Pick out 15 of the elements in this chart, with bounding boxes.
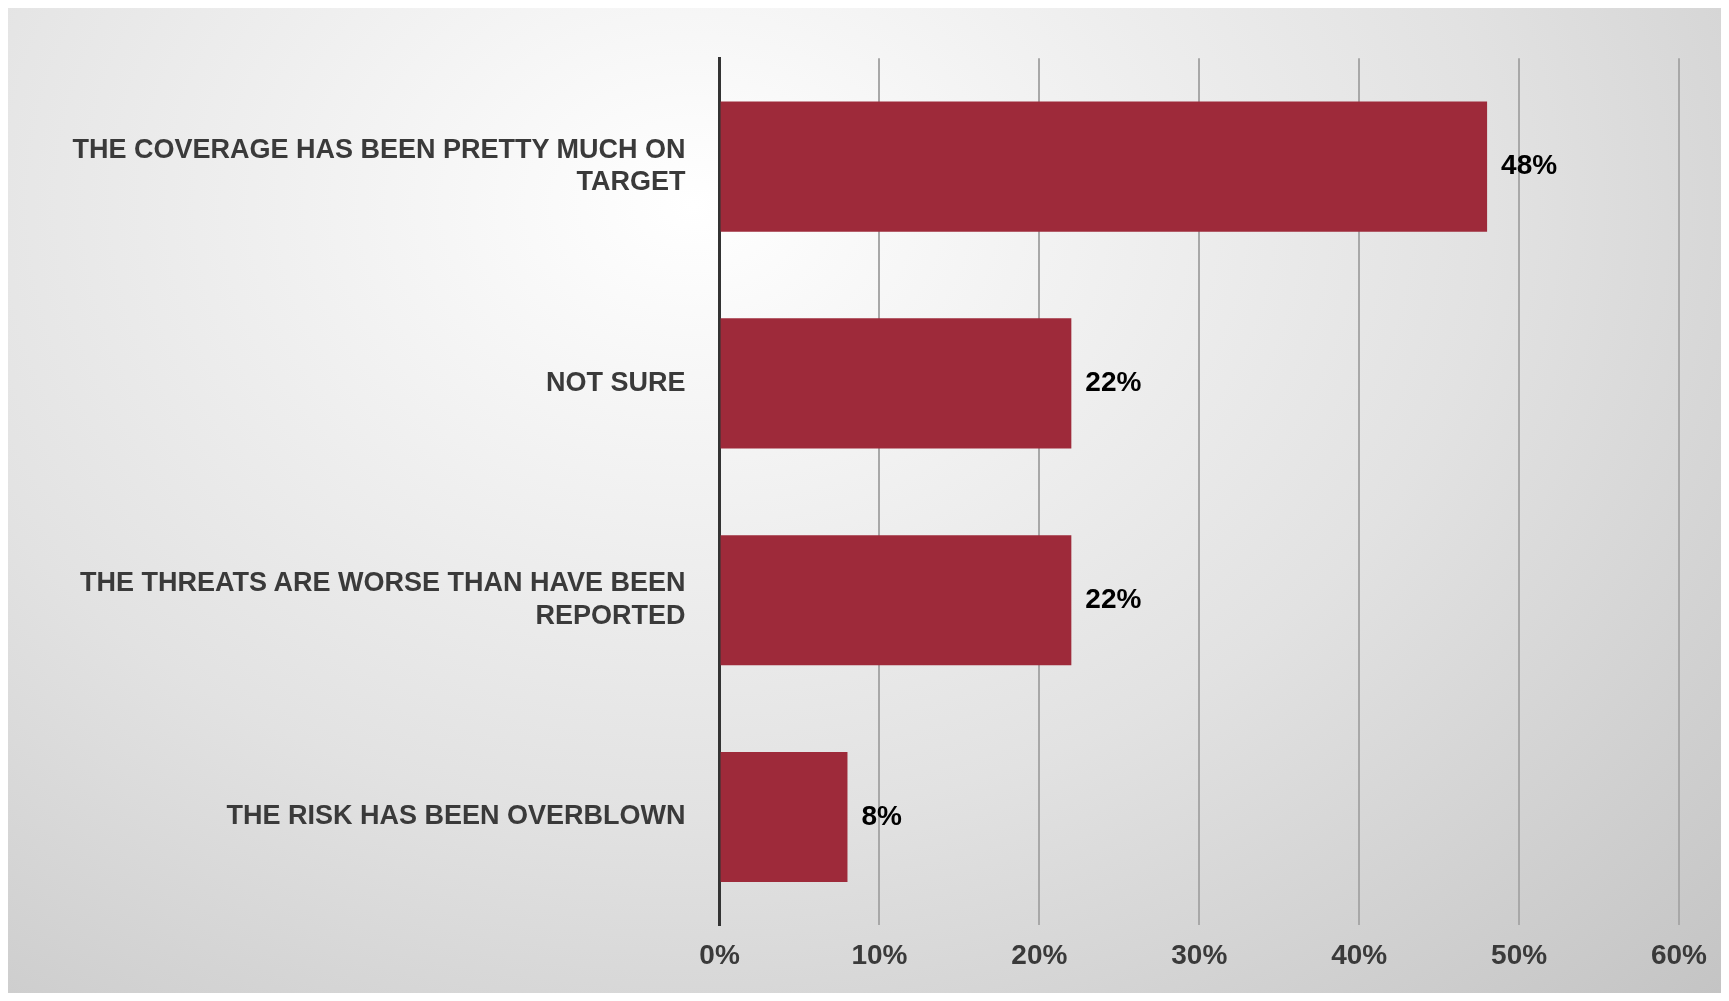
x-tick-label: 60% <box>1650 938 1708 970</box>
x-tick-label: 30% <box>1171 938 1228 970</box>
x-tick-label: 10% <box>851 938 908 970</box>
x-tick-label: 50% <box>1491 938 1548 970</box>
x-tick-label: 40% <box>1331 938 1388 970</box>
x-tick-label: 0% <box>699 938 740 970</box>
y-tick-label: THE THREATS ARE WORSE THAN HAVE BEEN REPORTED <box>80 567 686 630</box>
y-tick-label: THE RISK HAS BEEN OVERBLOWN <box>226 800 686 831</box>
y-tick-label: THE COVERAGE HAS BEEN PRETTY MUCH ON TARGET <box>72 133 687 197</box>
data-label: 8% <box>861 799 903 831</box>
data-label: 22% <box>1085 582 1142 614</box>
y-tick-label: NOT SURE <box>546 366 686 397</box>
data-label: 22% <box>1085 366 1142 398</box>
data-label: 48% <box>1501 149 1558 181</box>
x-tick-label: 20% <box>1011 938 1068 970</box>
